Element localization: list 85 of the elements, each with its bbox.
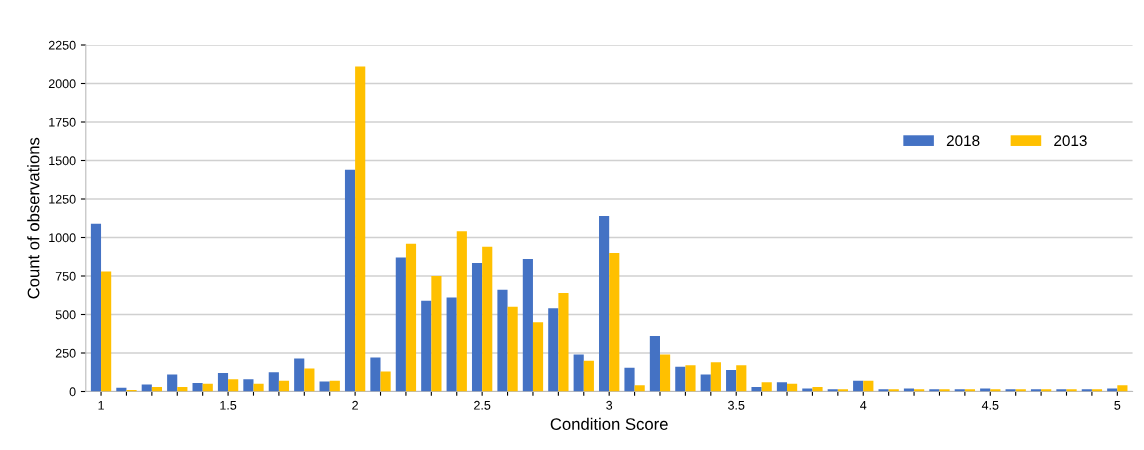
bar <box>482 246 493 392</box>
bar <box>700 374 711 392</box>
y-tick-label: 1500 <box>49 156 76 166</box>
y-tick-label: 250 <box>55 348 76 358</box>
x-tick-label: 2 <box>352 400 358 410</box>
y-tick-label: 2000 <box>48 79 76 89</box>
bar <box>268 372 279 392</box>
bar <box>863 380 874 392</box>
x-tick-label: 3 <box>606 400 613 410</box>
bar <box>726 369 737 392</box>
y-tick-label: 1250 <box>49 194 76 204</box>
y-tick-label: 1000 <box>49 233 76 243</box>
bar <box>980 388 991 392</box>
bar <box>355 66 366 392</box>
bar <box>573 354 584 392</box>
x-tick-label: 5 <box>1114 400 1121 410</box>
bar <box>878 389 889 392</box>
y-tick-label: 750 <box>55 271 76 281</box>
bar <box>167 374 178 392</box>
bar <box>253 383 264 392</box>
y-tick-label: 0 <box>69 387 76 397</box>
bar <box>522 259 533 392</box>
bar <box>776 382 788 392</box>
bar <box>421 300 432 392</box>
bar <box>243 379 254 392</box>
y-tick-label: 500 <box>55 310 76 320</box>
bar <box>1117 385 1128 392</box>
bar <box>471 262 483 392</box>
bar <box>507 306 518 392</box>
x-axis-title: Condition Score <box>550 417 668 430</box>
bar <box>1056 389 1067 392</box>
bar <box>736 365 747 392</box>
bar <box>903 388 915 392</box>
bar <box>675 366 686 392</box>
bar <box>294 358 305 392</box>
y-axis-title: Count of observations <box>27 137 40 299</box>
bar <box>802 388 813 392</box>
y-tick-label: 2250 <box>48 40 76 50</box>
bar <box>812 386 823 392</box>
x-tick-label: 4.5 <box>981 400 999 410</box>
bar <box>853 380 864 392</box>
bar <box>431 276 442 392</box>
bar <box>395 257 406 392</box>
bar <box>304 368 315 392</box>
bar <box>558 292 569 392</box>
bar <box>405 243 417 392</box>
bar <box>634 385 645 392</box>
bar <box>456 231 467 392</box>
legend-label: 2018 <box>946 135 980 147</box>
bar <box>278 380 290 392</box>
bar <box>329 380 340 392</box>
x-tick-label: 3.5 <box>728 400 745 410</box>
bar <box>1107 388 1118 392</box>
x-tick-label: 2.5 <box>474 400 491 410</box>
bar <box>710 362 721 392</box>
bar <box>939 389 950 392</box>
bar <box>548 308 559 392</box>
bar <box>446 297 457 392</box>
bar <box>380 371 391 392</box>
bar <box>101 271 112 392</box>
bar <box>319 381 330 392</box>
bar <box>228 379 239 392</box>
bar <box>583 360 594 392</box>
bar <box>659 354 671 392</box>
bar <box>599 215 610 392</box>
bar <box>532 322 544 392</box>
bar <box>202 383 213 392</box>
bar <box>685 365 696 392</box>
legend-label: 2013 <box>1054 135 1087 147</box>
bar <box>497 289 508 392</box>
bar <box>649 336 660 392</box>
y-tick-label: 1750 <box>49 117 76 127</box>
bar <box>344 169 356 392</box>
bar <box>192 383 203 392</box>
bar <box>761 382 772 392</box>
bar <box>787 383 798 392</box>
x-tick-label: 1.5 <box>220 400 237 410</box>
x-tick-label: 1 <box>98 400 104 410</box>
bar <box>624 367 635 392</box>
bar <box>609 252 620 392</box>
bar <box>90 223 102 392</box>
bar <box>370 357 381 392</box>
bar <box>217 373 229 392</box>
x-tick-label: 4 <box>860 400 867 410</box>
bar <box>751 386 762 392</box>
